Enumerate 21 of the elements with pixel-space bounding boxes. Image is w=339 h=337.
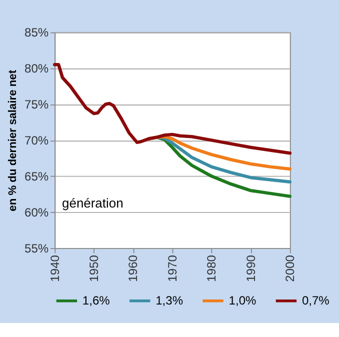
y-tick-label: 55% xyxy=(24,241,49,256)
y-tick-label: 65% xyxy=(24,169,49,184)
y-tick-label: 60% xyxy=(24,205,49,220)
x-tick-label: 1940 xyxy=(48,254,62,282)
y-tick-label: 80% xyxy=(24,61,49,76)
legend-label: 0,7% xyxy=(302,294,330,308)
legend-label: 1,3% xyxy=(156,294,184,308)
legend-label: 1,0% xyxy=(228,294,257,308)
x-tick-label: 2000 xyxy=(283,254,298,282)
y-tick-label: 75% xyxy=(24,97,49,112)
x-tick-label: 1970 xyxy=(165,254,180,282)
legend-label: 1,6% xyxy=(82,294,110,308)
line-series xyxy=(53,63,292,155)
y-tick-label: 70% xyxy=(24,133,49,148)
y-axis-title: en % du dernier salaire net xyxy=(7,70,20,212)
x-tick-label: 1990 xyxy=(244,254,258,282)
y-tick-label: 85% xyxy=(24,25,49,40)
annotation: génération xyxy=(62,195,124,210)
x-tick-label: 1950 xyxy=(87,254,102,282)
x-tick-label: 1960 xyxy=(126,254,140,282)
x-tick-label: 1980 xyxy=(204,254,219,282)
